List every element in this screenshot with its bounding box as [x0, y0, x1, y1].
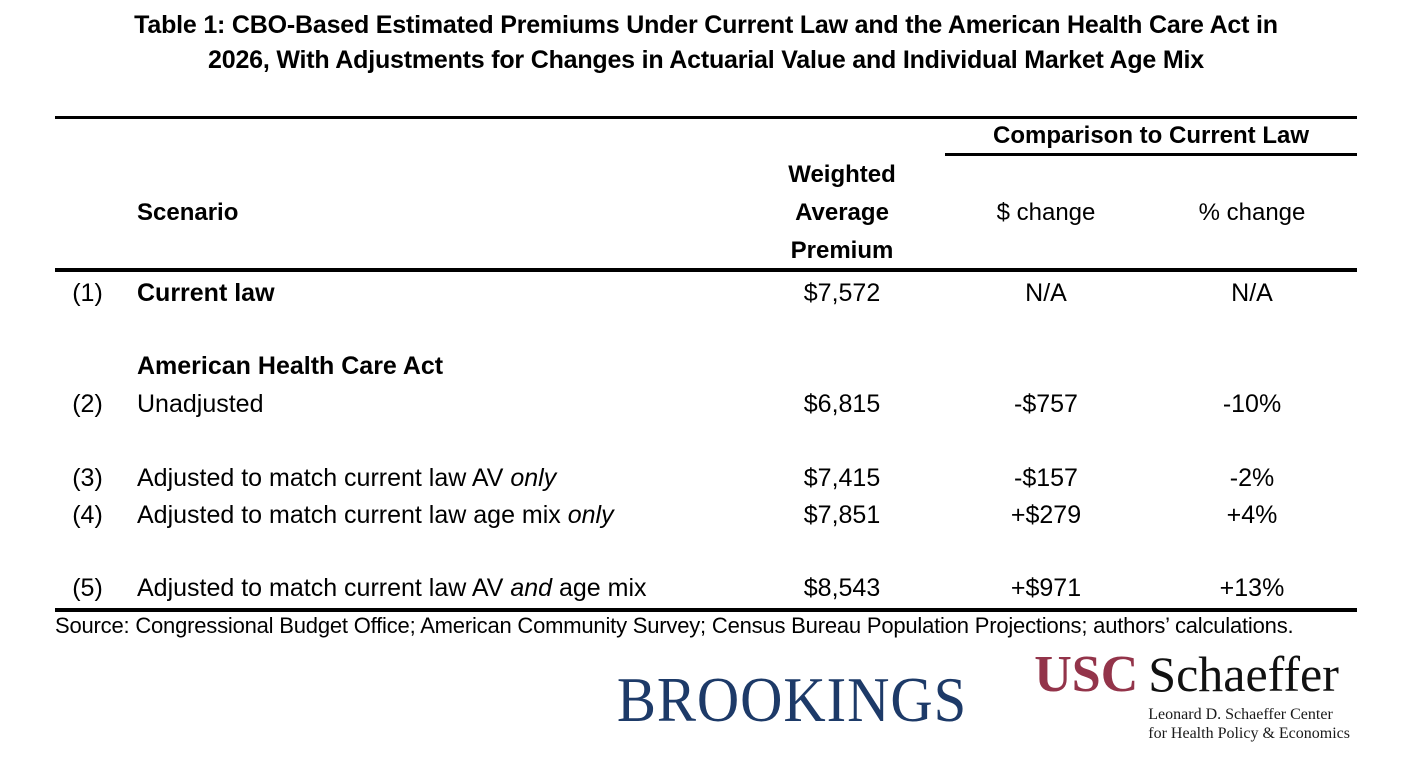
percent-change-column-header: % change: [1198, 199, 1306, 226]
scenario-label-italic: and: [510, 574, 553, 602]
table-row: (5) Adjusted to match current law AV and…: [55, 575, 1357, 602]
usc-wordmark: USC: [1034, 646, 1139, 703]
table-row: (1) Current law $7,572 N/A N/A: [55, 280, 1357, 307]
table-header-row: Scenario Weighted Average Premium $ chan…: [55, 156, 1357, 272]
row-number: [55, 353, 120, 380]
section-header-row: American Health Care Act: [55, 353, 1357, 380]
row-number: (5): [72, 574, 103, 602]
table-body: (1) Current law $7,572 N/A N/A American …: [55, 280, 1357, 612]
scenario-label-italic: only: [567, 501, 614, 529]
table-row: (2) Unadjusted $6,815 -$757 -10%: [55, 391, 1357, 418]
schaeffer-subtitle-line1: Leonard D. Schaeffer Center: [1148, 706, 1333, 723]
table-row: (3) Adjusted to match current law AV onl…: [55, 465, 1357, 492]
row-number: (3): [72, 464, 103, 492]
source-note: Source: Congressional Budget Office; Ame…: [55, 613, 1294, 638]
scenario-label-text: Adjusted to match current law AV: [137, 464, 511, 492]
premium-value: $8,543: [803, 574, 881, 602]
scenario-label: Adjusted to match current law AV and age…: [120, 575, 739, 602]
scenario-label-text: Adjusted to match current law AV: [137, 574, 511, 602]
premium-value: $7,415: [803, 464, 881, 492]
table-title: Table 1: CBO-Based Estimated Premiums Un…: [0, 8, 1412, 78]
empty-cell: [945, 353, 1147, 380]
percent-change-value: -2%: [1229, 464, 1275, 492]
comparison-group-header: Comparison to Current Law: [945, 121, 1357, 156]
dollar-change-value: -$757: [1014, 390, 1078, 418]
brookings-logo: BROOKINGS: [616, 665, 968, 735]
premium-value: $7,572: [803, 279, 881, 307]
dollar-change-value: +$971: [1010, 574, 1082, 602]
percent-change-value: +13%: [1219, 574, 1285, 602]
schaeffer-subtitle-line2: for Health Policy & Economics: [1148, 725, 1350, 742]
table-row: (4) Adjusted to match current law age mi…: [55, 502, 1357, 529]
premium-value: $6,815: [803, 390, 881, 418]
dollar-change-value: +$279: [1010, 501, 1082, 529]
schaeffer-wordmark: Schaeffer: [1148, 646, 1339, 702]
scenario-label-text: Adjusted to match current law age mix: [137, 501, 568, 529]
scenario-label-tail: age mix: [552, 574, 647, 602]
row-number: (1): [72, 279, 103, 307]
section-header-label: American Health Care Act: [137, 352, 444, 380]
scenario-label-italic: only: [510, 464, 557, 492]
usc-schaeffer-logo: USC Schaeffer Leonard D. Schaeffer Cente…: [1034, 646, 1350, 743]
scenario-label-text: Current law: [137, 279, 275, 307]
table-title-line2: 2026, With Adjustments for Changes in Ac…: [208, 46, 1204, 74]
dollar-change-value: N/A: [1025, 279, 1067, 307]
dollar-change-value: -$157: [1014, 464, 1078, 492]
table-title-line1: Table 1: CBO-Based Estimated Premiums Un…: [134, 11, 1278, 39]
percent-change-value: -10%: [1222, 390, 1282, 418]
empty-cell: [739, 353, 945, 380]
empty-cell: [1147, 353, 1357, 380]
percent-change-value: N/A: [1231, 279, 1273, 307]
scenario-column-header: Scenario: [137, 199, 239, 226]
row-number: (4): [72, 501, 103, 529]
percent-change-value: +4%: [1226, 501, 1278, 529]
scenario-label: Unadjusted: [120, 391, 739, 418]
scenario-label: Adjusted to match current law AV only: [120, 465, 739, 492]
table-header-group-row: Comparison to Current Law: [55, 119, 1357, 156]
row-number: (2): [72, 390, 103, 418]
scenario-label-text: Unadjusted: [137, 390, 264, 418]
premium-value: $7,851: [803, 501, 881, 529]
dollar-change-column-header: $ change: [996, 199, 1096, 226]
scenario-label: Current law: [120, 280, 739, 307]
usc-schaeffer-text-block: Schaeffer Leonard D. Schaeffer Center fo…: [1148, 646, 1350, 743]
premiums-table: Comparison to Current Law Scenario Weigh…: [55, 116, 1357, 612]
premium-column-header: Weighted Average Premium: [788, 161, 896, 264]
schaeffer-center-subtitle: Leonard D. Schaeffer Center for Health P…: [1148, 705, 1350, 743]
scenario-label: Adjusted to match current law age mix on…: [120, 502, 739, 529]
